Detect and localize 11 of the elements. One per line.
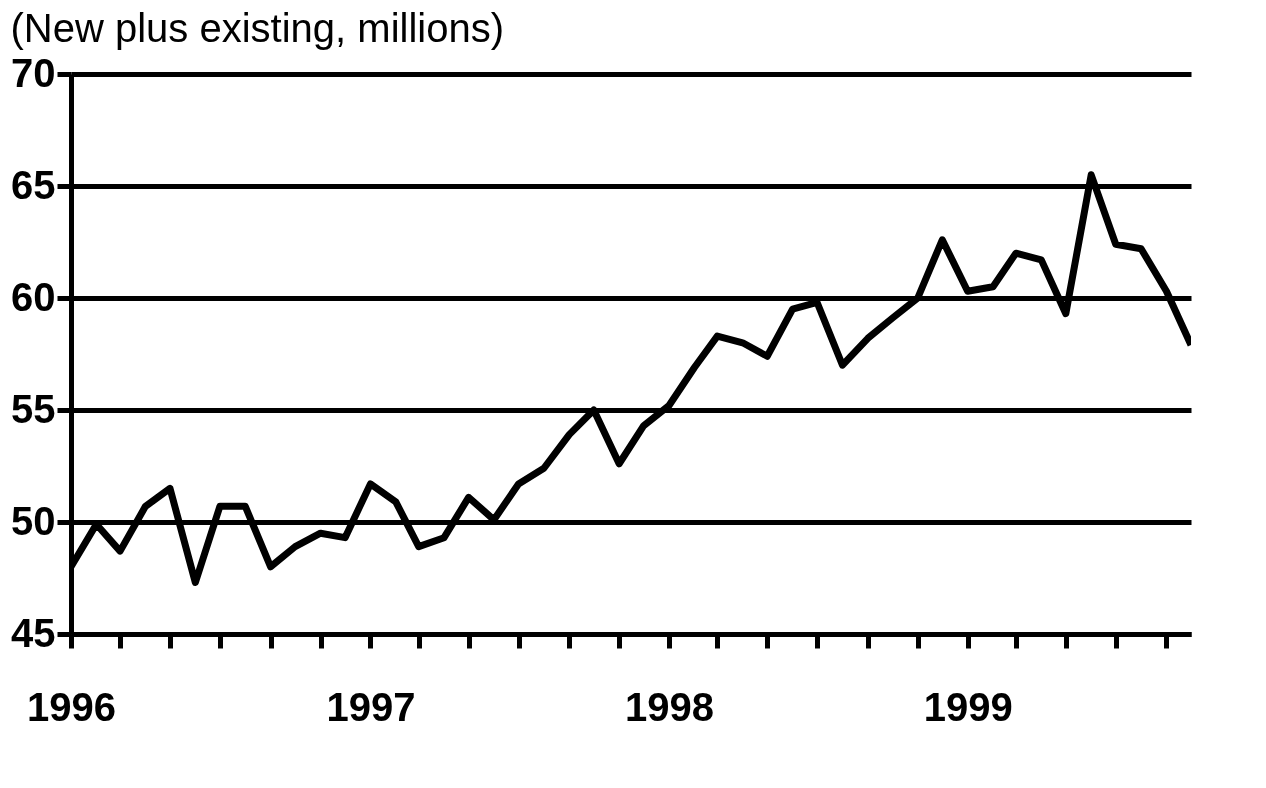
y-tick-label: 45 (11, 610, 56, 655)
y-tick-label: 60 (11, 274, 56, 319)
y-tick-label: 50 (11, 498, 56, 543)
x-tick-label: 1998 (625, 684, 715, 729)
x-tick-label: 1999 (923, 684, 1013, 729)
y-tick-label: 55 (11, 386, 56, 431)
x-tick-label: 1997 (326, 684, 416, 729)
chart-title: (New plus existing, millions) (10, 6, 504, 50)
x-tick-label: 1996 (27, 684, 116, 729)
y-tick-label: 70 (11, 50, 56, 95)
y-tick-label: 65 (11, 162, 56, 207)
